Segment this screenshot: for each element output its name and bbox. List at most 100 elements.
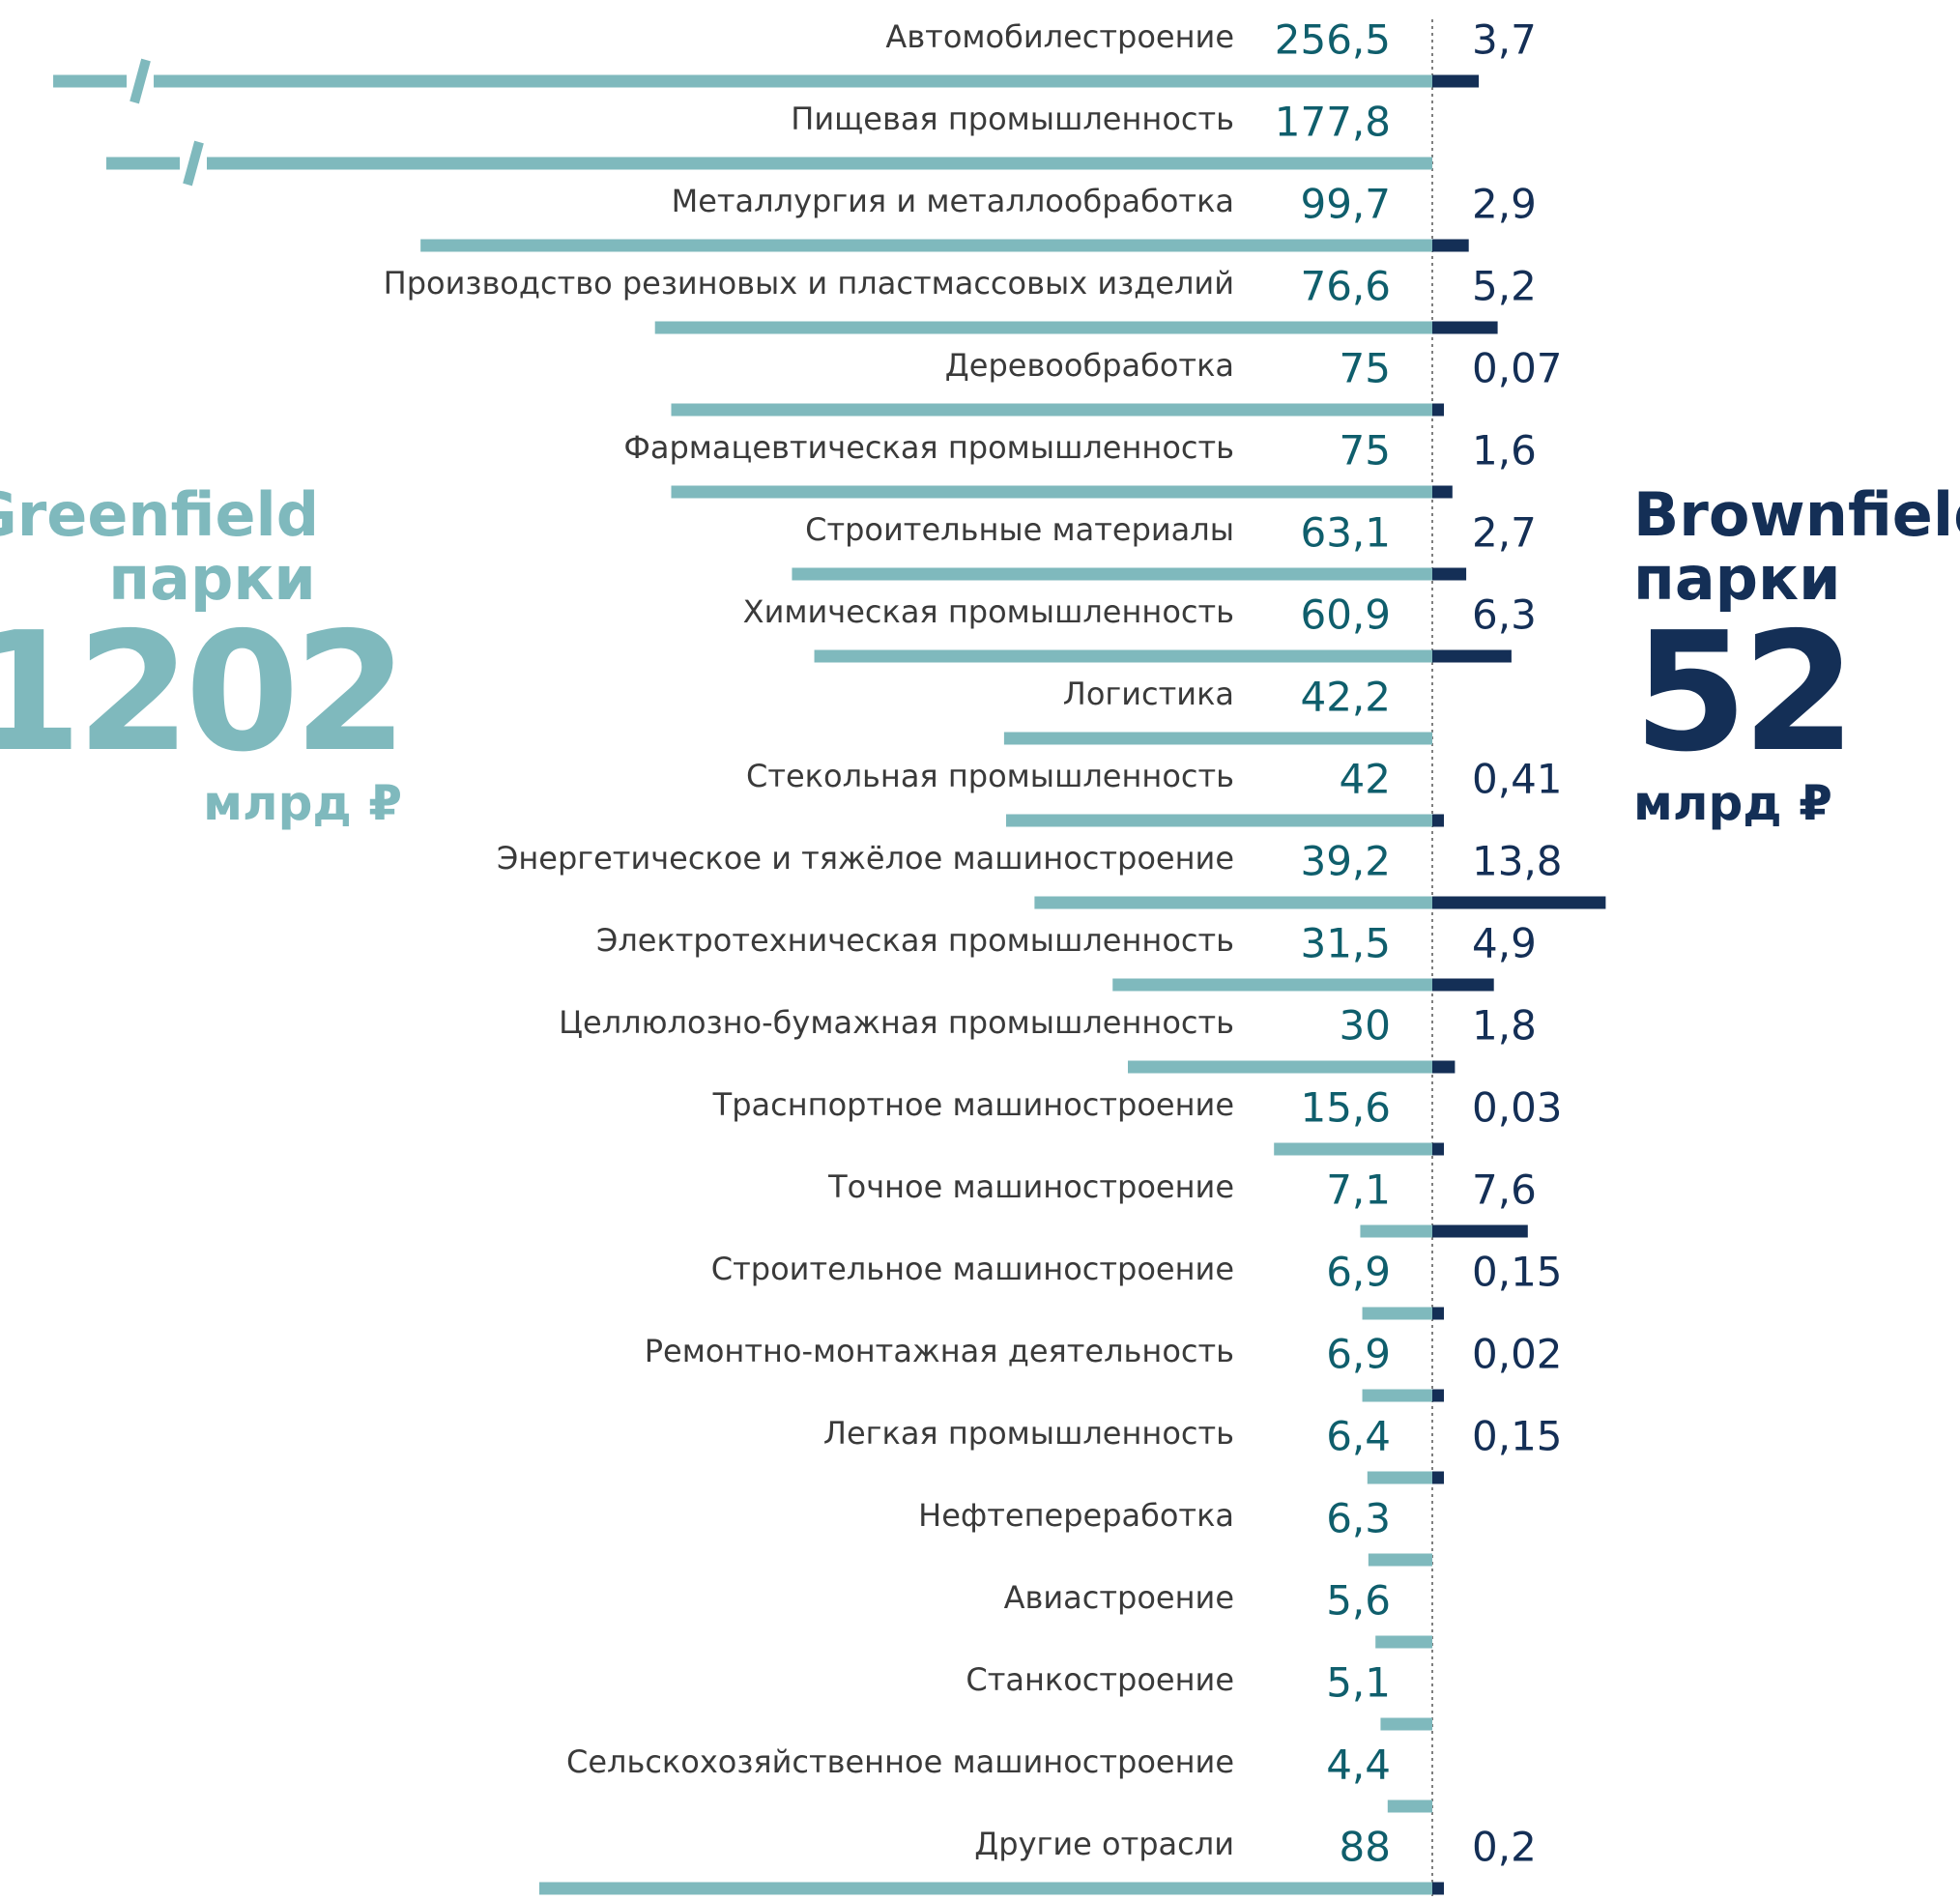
greenfield-bar [671, 485, 1432, 499]
greenfield-bar [1362, 1389, 1432, 1402]
series-unit: млрд ₽ [203, 775, 402, 831]
category-label: Строительное машиностроение [711, 1251, 1234, 1287]
category-label: Ремонтно-монтажная деятельность [645, 1333, 1234, 1369]
brownfield-bar [1432, 239, 1469, 252]
brownfield-value: 4,9 [1472, 920, 1537, 967]
greenfield-value: 42 [1340, 756, 1391, 803]
greenfield-bar [53, 74, 1432, 88]
greenfield-value: 5,1 [1326, 1659, 1391, 1707]
greenfield-bar [1112, 978, 1432, 992]
brownfield-bar [1432, 896, 1606, 909]
category-label: Станкостроение [966, 1661, 1234, 1698]
greenfield-value: 88 [1340, 1824, 1391, 1871]
brownfield-bar [1432, 74, 1480, 88]
greenfield-bar [1375, 1635, 1432, 1649]
greenfield-bar [1034, 896, 1432, 909]
category-label: Строительные материалы [805, 511, 1234, 548]
category-label: Производство резиновых и пластмассовых и… [384, 265, 1234, 302]
greenfield-panel: Greenfield парки 1202 млрд ₽ [0, 479, 408, 832]
greenfield-bar [654, 321, 1432, 334]
greenfield-value: 6,9 [1326, 1249, 1391, 1296]
greenfield-bar [814, 649, 1432, 663]
greenfield-value: 6,4 [1326, 1413, 1391, 1460]
brownfield-value: 0,03 [1472, 1084, 1563, 1132]
greenfield-bar [671, 403, 1432, 417]
greenfield-value: 7,1 [1326, 1166, 1391, 1214]
category-label: Энергетическое и тяжёлое машиностроение [497, 840, 1234, 877]
greenfield-value: 99,7 [1300, 181, 1391, 228]
brownfield-bar [1432, 321, 1498, 334]
brownfield-bar [1432, 814, 1444, 827]
greenfield-value: 6,9 [1326, 1331, 1391, 1378]
category-label: Пищевая промышленность [791, 101, 1234, 137]
category-label: Фармацевтическая промышленность [623, 429, 1234, 466]
brownfield-value: 0,41 [1472, 756, 1563, 803]
greenfield-bar [1387, 1799, 1432, 1813]
brownfield-value: 3,7 [1472, 16, 1537, 64]
greenfield-value: 75 [1340, 345, 1391, 392]
axis-break-mark [130, 58, 151, 104]
greenfield-value: 256,5 [1275, 16, 1391, 64]
brownfield-panel: Brownfield парки 52 млрд ₽ [1633, 479, 1960, 832]
greenfield-bar [1128, 1060, 1432, 1074]
brownfield-value: 2,7 [1472, 509, 1537, 557]
greenfield-bar [1360, 1224, 1432, 1238]
greenfield-value: 63,1 [1300, 509, 1391, 557]
series-name: Brownfield парки [1633, 479, 1960, 614]
category-label: Электротехническая промышленность [596, 922, 1234, 959]
axis-break-mark [183, 140, 204, 187]
greenfield-value: 30 [1340, 1002, 1391, 1050]
category-label: Нефтепереработка [918, 1497, 1234, 1534]
brownfield-bar [1432, 1471, 1444, 1484]
brownfield-value: 0,02 [1472, 1331, 1563, 1378]
greenfield-bar [1367, 1471, 1432, 1484]
category-label: Металлургия и металлообработка [672, 183, 1234, 219]
brownfield-bar [1432, 485, 1453, 499]
category-label: Автомобилестроение [885, 18, 1234, 55]
series-name: Greenfield парки [0, 479, 320, 614]
series-total: 1202 [0, 597, 408, 789]
brownfield-bar [1432, 978, 1494, 992]
brownfield-bar [1432, 1060, 1456, 1074]
greenfield-value: 76,6 [1300, 263, 1391, 310]
greenfield-value: 42,2 [1300, 674, 1391, 721]
category-label: Авиастроение [1004, 1579, 1234, 1616]
brownfield-bar [1432, 649, 1512, 663]
greenfield-bar [420, 239, 1432, 252]
category-label: Траснпортное машиностроение [712, 1086, 1234, 1123]
greenfield-bar [1368, 1553, 1432, 1567]
greenfield-value: 177,8 [1275, 99, 1391, 146]
brownfield-value: 0,2 [1472, 1824, 1537, 1871]
brownfield-value: 6,3 [1472, 591, 1537, 639]
greenfield-value: 60,9 [1300, 591, 1391, 639]
category-label: Целлюлозно-бумажная промышленность [559, 1004, 1234, 1041]
brownfield-value: 0,15 [1472, 1249, 1563, 1296]
category-label: Деревообработка [945, 347, 1234, 384]
brownfield-bar [1432, 1142, 1444, 1156]
greenfield-value: 39,2 [1300, 838, 1391, 885]
brownfield-value: 0,15 [1472, 1413, 1563, 1460]
brownfield-bar [1432, 1307, 1444, 1320]
greenfield-bar [1006, 814, 1432, 827]
greenfield-bar [1274, 1142, 1432, 1156]
category-label: Стекольная промышленность [746, 758, 1234, 794]
brownfield-value: 0,07 [1472, 345, 1563, 392]
brownfield-bar [1432, 1882, 1444, 1895]
category-label: Химическая промышленность [743, 593, 1234, 630]
greenfield-value: 6,3 [1326, 1495, 1391, 1542]
brownfield-value: 13,8 [1472, 838, 1563, 885]
brownfield-bar [1432, 1389, 1444, 1402]
series-unit: млрд ₽ [1633, 775, 1832, 831]
greenfield-value: 5,6 [1326, 1577, 1391, 1625]
brownfield-value: 2,9 [1472, 181, 1537, 228]
greenfield-bar [1362, 1307, 1432, 1320]
brownfield-value: 1,8 [1472, 1002, 1537, 1050]
greenfield-bar [539, 1882, 1432, 1895]
brownfield-bar [1432, 1224, 1528, 1238]
greenfield-value: 75 [1340, 427, 1391, 475]
series-total: 52 [1633, 597, 1857, 789]
brownfield-bar [1432, 403, 1444, 417]
greenfield-value: 15,6 [1300, 1084, 1391, 1132]
